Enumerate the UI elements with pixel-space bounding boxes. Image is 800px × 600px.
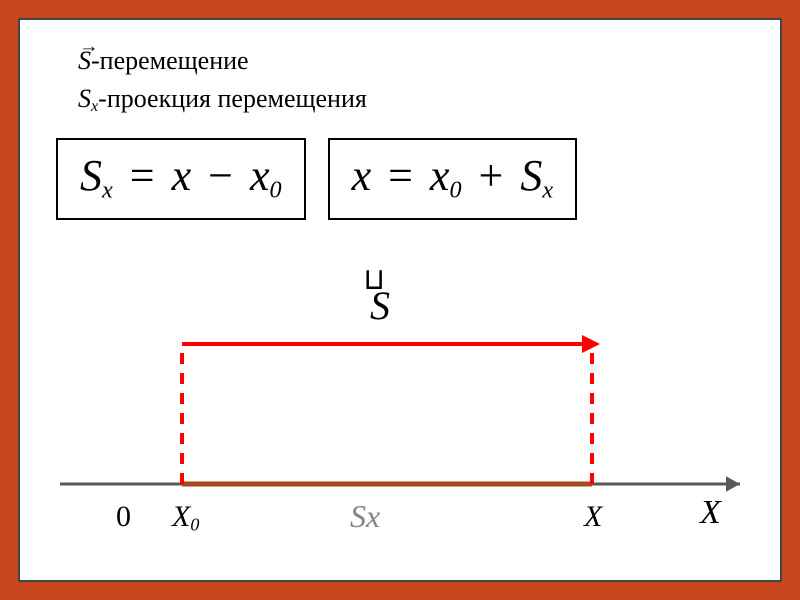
- equation-1: Sx = x − x0: [56, 138, 306, 220]
- diagram-svg: [20, 262, 780, 572]
- sx-base: S: [350, 498, 366, 534]
- eq1-lhs-sub: x: [102, 176, 113, 203]
- eq2-lhs: x: [352, 151, 372, 200]
- def2-symbol: S: [78, 84, 91, 113]
- slide-content: → S -перемещение Sx-проекция перемещения…: [18, 18, 782, 582]
- sx-sub: x: [366, 498, 380, 534]
- def1-text: -перемещение: [91, 46, 249, 75]
- x-axis-label: X: [700, 494, 721, 532]
- eq1-rhs-b-sub: 0: [269, 176, 281, 203]
- eq2-rhs-b-sub: x: [542, 176, 553, 203]
- s-vector-label: S: [370, 282, 390, 329]
- eq2-rhs-a-base: x: [430, 151, 450, 200]
- x0-sub: 0: [190, 515, 199, 535]
- diagram-area: ⊔ S 0 X0 Sx X X: [20, 262, 780, 572]
- sx-projection-label: Sx: [350, 498, 380, 535]
- eq2-op: +: [473, 151, 510, 200]
- slide-frame: → S -перемещение Sx-проекция перемещения…: [0, 0, 800, 600]
- eq1-op: −: [202, 151, 239, 200]
- equation-row: Sx = x − x0 x = x0 + Sx: [56, 138, 577, 220]
- definition-line-1: → S -перемещение: [78, 42, 367, 80]
- eq1-rhs-b-base: x: [250, 151, 270, 200]
- x1-label: X: [584, 500, 602, 534]
- eq2-rhs-a-sub: 0: [449, 176, 461, 203]
- eq2-rhs-b-base: S: [520, 151, 542, 200]
- def2-text: -проекция перемещения: [98, 84, 367, 113]
- eq1-rhs-a: x: [172, 151, 192, 200]
- equation-2: x = x0 + Sx: [328, 138, 578, 220]
- definitions-block: → S -перемещение Sx-проекция перемещения: [78, 42, 367, 118]
- x0-label: X0: [172, 500, 199, 536]
- eq1-lhs-base: S: [80, 151, 102, 200]
- definition-line-2: Sx-проекция перемещения: [78, 80, 367, 118]
- x0-base: X: [172, 500, 190, 533]
- zero-label: 0: [116, 500, 131, 534]
- s-vector-symbol: → S: [78, 42, 91, 80]
